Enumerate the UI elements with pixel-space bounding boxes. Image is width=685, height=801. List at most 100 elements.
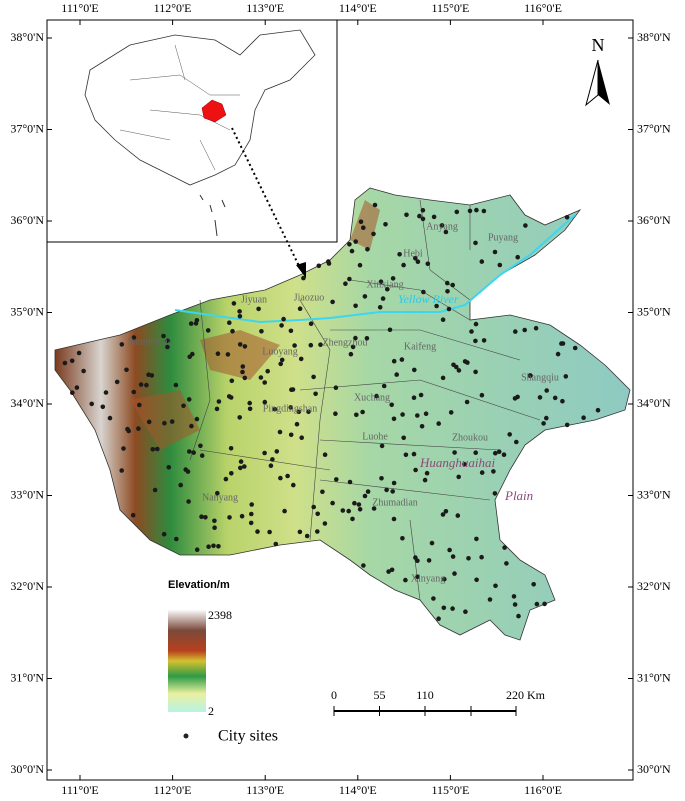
- city-site: [358, 219, 364, 224]
- city-site: [534, 601, 540, 607]
- city-label: Kaifeng: [404, 341, 436, 352]
- legend: Elevation/m 2398 2 City sites: [168, 579, 278, 745]
- city-site: [89, 401, 94, 407]
- city-site: [347, 479, 353, 485]
- city-site: [290, 387, 296, 392]
- lat-label: 35°0'N: [10, 304, 44, 318]
- legend-points: City sites: [218, 728, 278, 745]
- lat-label: 32°0'N: [637, 579, 671, 593]
- city-site: [473, 338, 478, 344]
- city-site: [333, 385, 339, 391]
- city-site: [440, 512, 446, 517]
- city-site: [131, 335, 137, 340]
- city-site: [353, 239, 359, 244]
- city-site: [350, 516, 355, 522]
- city-site: [248, 520, 254, 526]
- city-site: [285, 473, 290, 479]
- city-site: [297, 306, 303, 312]
- city-site: [186, 397, 192, 402]
- city-site: [229, 471, 234, 476]
- city-site: [124, 367, 129, 373]
- plain-label: Plain: [504, 488, 533, 503]
- city-site: [231, 301, 237, 306]
- city-site: [242, 464, 247, 469]
- city-site: [206, 544, 211, 549]
- city-site: [564, 422, 570, 428]
- city-site: [481, 208, 487, 214]
- city-site: [212, 518, 217, 524]
- city-site: [326, 261, 332, 266]
- city-site: [119, 468, 124, 473]
- city-site: [249, 511, 254, 517]
- city-site: [215, 351, 221, 357]
- city-site: [361, 225, 366, 230]
- city-site: [439, 223, 445, 228]
- city-site: [415, 574, 420, 579]
- city-site: [346, 508, 352, 514]
- city-site: [374, 393, 379, 399]
- city-site: [294, 421, 300, 427]
- city-site: [441, 605, 447, 611]
- city-site: [150, 447, 156, 452]
- city-site: [242, 344, 248, 349]
- city-site: [544, 388, 549, 393]
- city-site: [424, 470, 430, 476]
- legend-dot: [183, 733, 189, 739]
- city-label: Xinxiang: [366, 279, 403, 290]
- city-site: [262, 380, 268, 385]
- city-site: [417, 213, 422, 219]
- city-site: [347, 276, 352, 282]
- city-site: [511, 594, 517, 599]
- city-site: [320, 489, 325, 495]
- city-site: [440, 375, 446, 381]
- city-site: [292, 343, 297, 348]
- city-label: Luoyang: [262, 346, 298, 357]
- lat-label: 30°0'N: [10, 762, 44, 776]
- city-site: [315, 529, 320, 534]
- city-site: [418, 392, 424, 398]
- north-arrow: N: [585, 35, 610, 107]
- city-site: [313, 391, 318, 397]
- city-site: [365, 247, 370, 252]
- city-site: [411, 451, 417, 457]
- city-site: [399, 357, 405, 362]
- city-site: [237, 415, 242, 420]
- city-site: [443, 509, 449, 514]
- scale-label: 220 Km: [506, 688, 546, 702]
- city-site: [114, 379, 120, 385]
- city-site: [237, 342, 243, 347]
- city-site: [322, 521, 328, 526]
- city-site: [273, 541, 279, 547]
- city-site: [465, 360, 470, 365]
- elevation-bar: [168, 610, 206, 712]
- city-site: [413, 255, 418, 261]
- city-site: [240, 369, 245, 375]
- city-site: [463, 609, 468, 614]
- city-site: [297, 529, 303, 535]
- city-site: [404, 212, 409, 218]
- city-site: [431, 214, 437, 220]
- city-site: [340, 508, 346, 513]
- city-site: [542, 601, 547, 607]
- lat-label: 37°0'N: [637, 121, 671, 135]
- city-label: Pingdingshan: [263, 403, 317, 414]
- city-site: [316, 263, 322, 269]
- city-site: [228, 395, 234, 400]
- city-site: [306, 409, 311, 415]
- city-site: [429, 540, 435, 546]
- city-site: [493, 450, 498, 456]
- city-site: [492, 249, 498, 255]
- lon-label: 116°0'E: [524, 1, 562, 15]
- city-site: [215, 490, 220, 496]
- city-site: [423, 411, 429, 417]
- city-site: [474, 536, 479, 542]
- city-site: [474, 207, 479, 213]
- elevation-min: 2: [208, 704, 214, 718]
- city-site: [496, 449, 502, 455]
- city-site: [464, 399, 470, 405]
- city-site: [205, 328, 211, 333]
- city-site: [469, 329, 474, 334]
- city-site: [515, 394, 520, 400]
- city-label: Puyang: [488, 232, 518, 243]
